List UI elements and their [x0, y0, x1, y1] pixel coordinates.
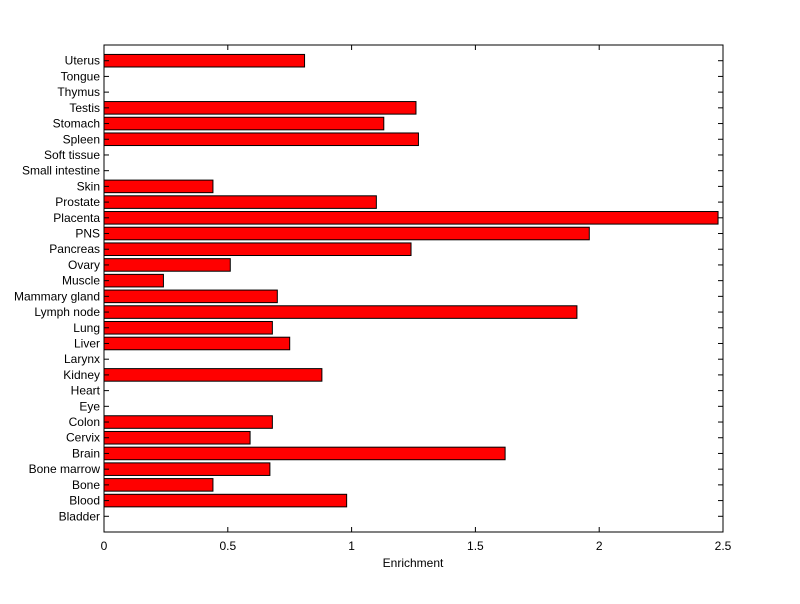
y-tick-label: Liver	[74, 336, 100, 350]
bar-lung	[103, 320, 273, 335]
bar-liver	[103, 336, 291, 351]
bar-ovary	[103, 258, 231, 272]
y-tick-label: Bone	[72, 478, 100, 492]
x-tick-label: 0.5	[219, 539, 236, 553]
y-tick-label: Thymus	[57, 85, 100, 99]
y-tick-label: Bladder	[59, 509, 100, 523]
bar-stomach	[103, 116, 385, 131]
bar-cervix	[103, 430, 251, 445]
x-tick-label: 1	[348, 539, 355, 553]
bar-spleen	[103, 132, 419, 147]
bar-pancreas	[103, 242, 412, 257]
bar-placenta	[103, 211, 719, 225]
y-tick-label: Lung	[73, 321, 100, 335]
y-tick-label: Lymph node	[34, 305, 100, 319]
bars-layer	[103, 53, 719, 508]
bar-mammary-gland	[103, 289, 278, 304]
bar-lymph-node	[103, 305, 578, 319]
bar-uterus	[103, 53, 306, 68]
y-tick-label: Tongue	[61, 69, 101, 83]
y-tick-label: Colon	[69, 415, 100, 429]
y-tick-label: Pancreas	[49, 242, 100, 256]
y-tick-label: Uterus	[65, 54, 100, 68]
bar-brain	[103, 446, 506, 461]
x-tick-label: 1.5	[467, 539, 484, 553]
y-tick-label: PNS	[75, 227, 100, 241]
y-tick-label: Spleen	[63, 132, 100, 146]
y-tick-label: Blood	[69, 494, 100, 508]
y-tick-label: Testis	[69, 101, 100, 115]
y-tick-label: Skin	[77, 179, 100, 193]
bar-bone	[103, 478, 214, 492]
x-tick-label: 0	[101, 539, 108, 553]
y-tick-label: Stomach	[53, 117, 100, 131]
axes-box	[103, 44, 724, 533]
x-axis-label: Enrichment	[383, 556, 444, 570]
y-tick-label: Brain	[72, 446, 100, 460]
bar-pns	[103, 226, 590, 241]
bar-blood	[103, 493, 348, 508]
y-tick-label: Bone marrow	[29, 462, 101, 476]
y-tick-label: Kidney	[63, 368, 100, 382]
bar-bone-marrow	[103, 462, 271, 476]
y-tick-label: Placenta	[53, 211, 100, 225]
bar-skin	[103, 179, 214, 194]
y-tick-label: Heart	[71, 384, 101, 398]
x-tick-label: 2	[596, 539, 603, 553]
y-tick-label: Eye	[79, 399, 100, 413]
bar-colon	[103, 415, 273, 429]
y-tick-label: Muscle	[62, 274, 100, 288]
y-tick-label: Small intestine	[22, 164, 100, 178]
bar-kidney	[103, 368, 323, 382]
y-tick-label: Cervix	[66, 431, 100, 445]
bar-prostate	[103, 195, 377, 209]
bar-muscle	[103, 273, 164, 288]
ticks-layer	[103, 45, 724, 532]
bar-testis	[103, 101, 417, 115]
y-tick-label: Ovary	[68, 258, 100, 272]
y-tick-label: Mammary gland	[14, 289, 100, 303]
y-tick-label: Soft tissue	[44, 148, 100, 162]
y-tick-label: Larynx	[64, 352, 100, 366]
x-tick-label: 2.5	[715, 539, 732, 553]
y-tick-label: Prostate	[55, 195, 100, 209]
